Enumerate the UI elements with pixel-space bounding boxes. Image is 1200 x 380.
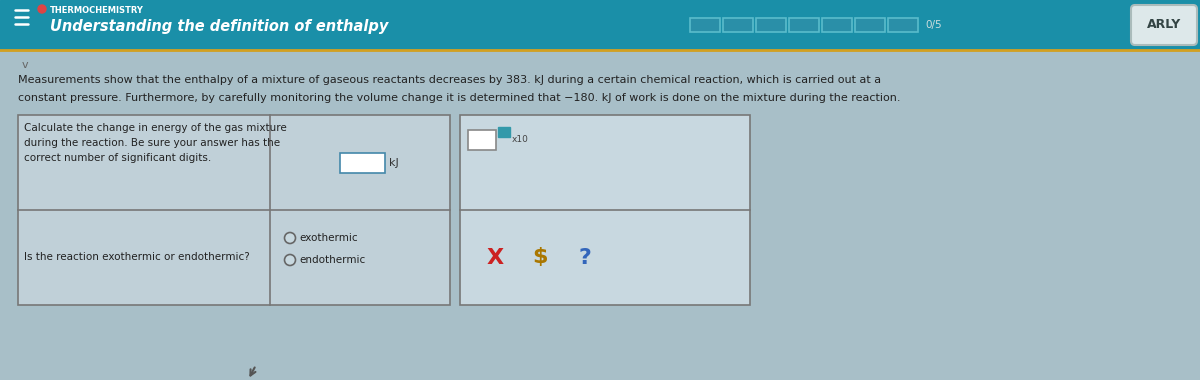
Text: ?: ? [578, 247, 592, 268]
Bar [340, 152, 385, 173]
Circle shape [284, 233, 295, 244]
Bar [690, 18, 720, 32]
Text: X: X [486, 247, 504, 268]
Bar [460, 115, 750, 305]
Text: constant pressure. Furthermore, by carefully monitoring the volume change it is : constant pressure. Furthermore, by caref… [18, 93, 900, 103]
Text: 0/5: 0/5 [925, 20, 942, 30]
Circle shape [284, 255, 295, 266]
Text: Understanding the definition of enthalpy: Understanding the definition of enthalpy [50, 19, 389, 34]
Bar [854, 18, 886, 32]
Bar [468, 130, 496, 150]
Bar [822, 18, 852, 32]
Bar [722, 18, 754, 32]
Bar [756, 18, 786, 32]
Bar [0, 0, 1200, 50]
Text: kJ: kJ [389, 157, 398, 168]
FancyBboxPatch shape [1132, 5, 1198, 45]
Text: v: v [22, 60, 29, 70]
Text: during the reaction. Be sure your answer has the: during the reaction. Be sure your answer… [24, 138, 280, 148]
Text: $: $ [533, 247, 547, 268]
Text: Is the reaction exothermic or endothermic?: Is the reaction exothermic or endothermi… [24, 252, 250, 263]
Text: Calculate the change in energy of the gas mixture: Calculate the change in energy of the ga… [24, 123, 287, 133]
Text: endothermic: endothermic [299, 255, 365, 265]
Text: x10: x10 [512, 136, 529, 144]
Bar [498, 127, 510, 137]
Bar [18, 115, 450, 305]
Text: THERMOCHEMISTRY: THERMOCHEMISTRY [50, 6, 144, 15]
Text: correct number of significant digits.: correct number of significant digits. [24, 153, 211, 163]
Bar [790, 18, 818, 32]
Circle shape [38, 5, 46, 13]
Text: exothermic: exothermic [299, 233, 358, 243]
Text: ARLY: ARLY [1147, 19, 1181, 32]
Bar [888, 18, 918, 32]
Text: Measurements show that the enthalpy of a mixture of gaseous reactants decreases : Measurements show that the enthalpy of a… [18, 75, 881, 85]
